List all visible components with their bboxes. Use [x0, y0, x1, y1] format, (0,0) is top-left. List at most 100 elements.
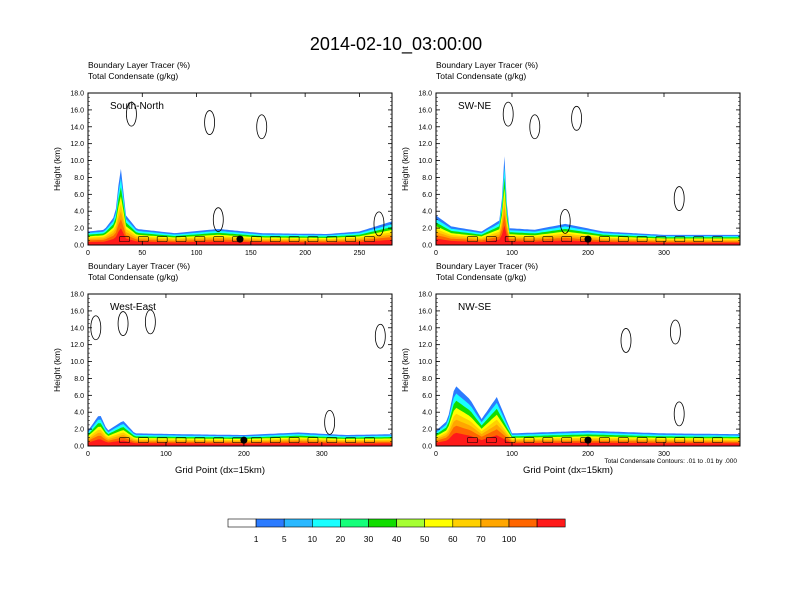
panel-title-line1: Boundary Layer Tracer (%): [436, 261, 538, 271]
cloud-contour: [212, 207, 224, 233]
colorbar-label: 5: [282, 534, 287, 544]
plot-area: [88, 294, 392, 446]
condensate-contour: [288, 236, 300, 242]
y-tick-label: 14.0: [418, 325, 432, 332]
panel-title-line2: Total Condensate (g/kg): [436, 71, 526, 81]
y-tick-label: 16.0: [70, 107, 84, 114]
x-tick-label: 300: [658, 250, 670, 257]
condensate-contour: [307, 437, 319, 443]
panel-label: NW-SE: [458, 302, 491, 313]
colorbar-label: 40: [392, 534, 402, 544]
cloud-contour: [126, 101, 137, 127]
panel-nw-se: Boundary Layer Tracer (%)Total Condensat…: [400, 261, 741, 476]
y-tick-label: 0.0: [422, 444, 432, 451]
y-axis-label: Height (km): [52, 348, 62, 392]
x-tick-label: 0: [434, 250, 438, 257]
y-tick-label: 10.0: [418, 158, 432, 165]
y-tick-label: 6.0: [422, 393, 432, 400]
condensate-contour: [345, 236, 356, 242]
y-tick-label: 2.0: [74, 226, 84, 233]
colorbar-label: 20: [336, 534, 346, 544]
panel-label: SW-NE: [458, 101, 491, 112]
colorbar-swatch: [227, 518, 257, 528]
y-tick-label: 16.0: [418, 308, 432, 315]
y-tick-label: 8.0: [422, 175, 432, 182]
x-axis-label: Grid Point (dx=15km): [523, 465, 613, 476]
location-marker: [240, 436, 248, 444]
cloud-contour: [502, 101, 514, 127]
y-tick-label: 18.0: [418, 292, 432, 299]
condensate-contour: [542, 236, 554, 242]
panel-label: West-East: [110, 302, 156, 313]
colorbar-swatch: [452, 518, 482, 528]
panel-label: South-North: [110, 101, 164, 112]
y-tick-label: 12.0: [418, 141, 432, 148]
cloud-contour: [117, 311, 129, 336]
y-tick-label: 6.0: [422, 192, 432, 199]
location-marker: [584, 436, 592, 444]
condensate-contour: [213, 236, 225, 242]
plot-area: [88, 93, 392, 245]
condensate-contour: [674, 236, 686, 242]
condensate-contour: [504, 236, 516, 242]
x-tick-label: 0: [86, 451, 90, 458]
colorbar-swatch: [536, 518, 566, 528]
x-tick-label: 250: [354, 250, 366, 257]
condensate-contour: [523, 437, 535, 443]
x-tick-label: 100: [191, 250, 203, 257]
y-tick-label: 8.0: [74, 175, 84, 182]
tracer-layer: [436, 225, 740, 245]
condensate-contour: [504, 437, 516, 443]
condensate-contour: [326, 437, 338, 443]
y-tick-label: 18.0: [418, 91, 432, 98]
y-tick-label: 16.0: [70, 308, 84, 315]
cloud-contour: [673, 401, 685, 427]
panel-west-east: Boundary Layer Tracer (%)Total Condensat…: [52, 261, 393, 476]
x-tick-label: 200: [238, 451, 250, 458]
condensate-contour: [636, 236, 648, 242]
cloud-contour: [204, 110, 216, 135]
location-marker: [236, 235, 244, 243]
condensate-contour: [712, 437, 723, 443]
x-tick-label: 200: [582, 250, 594, 257]
condensate-contour: [175, 236, 187, 242]
condensate-contour: [599, 236, 610, 242]
condensate-contour: [138, 236, 149, 242]
condensate-contour: [194, 437, 206, 443]
condensate-contour: [288, 437, 300, 443]
condensate-contour: [119, 437, 130, 443]
condensate-contour: [561, 236, 573, 242]
y-tick-label: 0.0: [74, 444, 84, 451]
y-tick-label: 18.0: [70, 292, 84, 299]
cloud-contour: [373, 211, 385, 237]
y-tick-label: 4.0: [74, 209, 84, 216]
panel-title-line2: Total Condensate (g/kg): [436, 272, 526, 282]
y-tick-label: 2.0: [422, 226, 432, 233]
condensate-contour: [655, 236, 667, 242]
y-axis-label: Height (km): [400, 348, 410, 392]
y-tick-label: 14.0: [70, 325, 84, 332]
x-tick-label: 50: [138, 250, 146, 257]
condensate-contour: [617, 236, 629, 242]
condensate-contour: [156, 236, 168, 242]
cloud-contour: [324, 409, 336, 435]
y-tick-label: 18.0: [70, 91, 84, 98]
condensate-contour: [486, 236, 497, 242]
colorbar-label: 1: [254, 534, 259, 544]
colorbar-label: 60: [448, 534, 458, 544]
cloud-contour: [144, 309, 156, 335]
y-tick-label: 16.0: [418, 107, 432, 114]
condensate-contour: [364, 437, 375, 443]
condensate-contour: [523, 236, 535, 242]
location-marker: [584, 235, 592, 243]
cloud-contour: [256, 114, 268, 140]
y-tick-label: 2.0: [422, 427, 432, 434]
colorbar-swatch: [508, 518, 538, 528]
condensate-contour: [693, 437, 704, 443]
condensate-contour: [364, 236, 375, 242]
y-tick-label: 14.0: [418, 124, 432, 131]
y-tick-label: 4.0: [74, 410, 84, 417]
y-tick-label: 8.0: [74, 376, 84, 383]
cloud-contour: [529, 114, 541, 140]
